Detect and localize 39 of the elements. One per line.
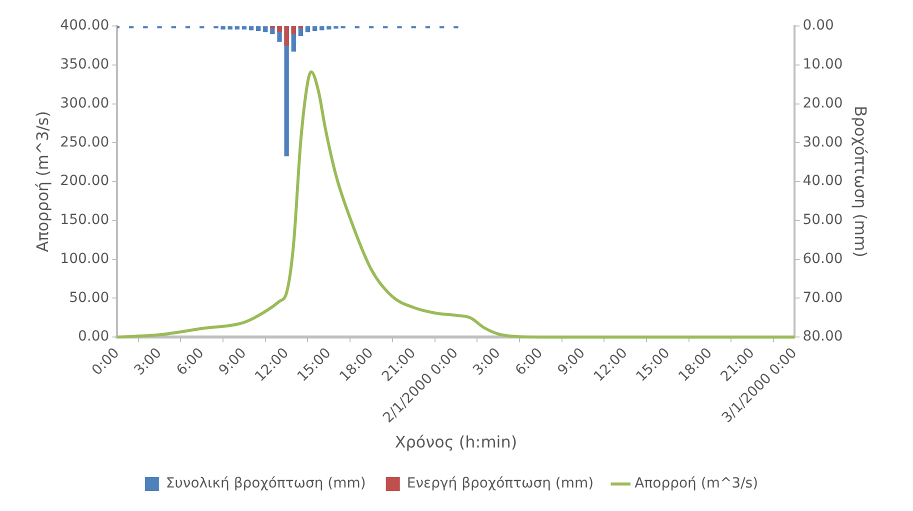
y-axis-title: Απορροή (m^3/s) bbox=[32, 111, 52, 252]
y2-tick-label: 80.00 bbox=[802, 328, 843, 345]
legend-label: Ενεργή βροχόπτωση (mm) bbox=[406, 476, 594, 492]
bar bbox=[248, 26, 254, 30]
bar bbox=[263, 26, 268, 32]
y-tick-label: 300.00 bbox=[60, 95, 110, 112]
y2-tick-label: 30.00 bbox=[802, 134, 843, 150]
y2-tick-label: 60.00 bbox=[802, 250, 843, 267]
bar bbox=[312, 26, 318, 31]
y-tick-label: 100.00 bbox=[60, 250, 110, 267]
y2-tick-label: 70.00 bbox=[802, 290, 843, 306]
bar bbox=[334, 26, 338, 29]
y-tick-label: 150.00 bbox=[60, 212, 110, 228]
bar bbox=[228, 26, 232, 30]
y2-tick-label: 40.00 bbox=[802, 173, 843, 190]
y-tick-label: 50.00 bbox=[69, 290, 110, 306]
legend-label: Συνολική βροχόπτωση (mm) bbox=[166, 476, 366, 492]
y-tick-label: 350.00 bbox=[60, 56, 110, 73]
bar bbox=[220, 26, 226, 30]
y2-tick-label: 50.00 bbox=[802, 212, 843, 228]
bar bbox=[277, 26, 282, 32]
y2-tick-label: 10.00 bbox=[802, 56, 843, 73]
bar bbox=[242, 26, 247, 30]
y2-tick-label: 20.00 bbox=[802, 95, 843, 112]
bar bbox=[291, 26, 296, 34]
legend-label: Απορροή (m^3/s) bbox=[634, 476, 758, 492]
y2-tick-label: 0.00 bbox=[802, 18, 834, 34]
bar bbox=[284, 26, 289, 46]
bar bbox=[305, 26, 310, 32]
y2-axis-title: Βροχόπτωση (mm) bbox=[851, 106, 870, 258]
bar bbox=[326, 26, 332, 30]
x-axis-title: Χρόνος (h:min) bbox=[394, 432, 518, 452]
bar bbox=[256, 26, 261, 31]
bar bbox=[234, 26, 240, 30]
bar bbox=[320, 26, 324, 30]
y-tick-label: 400.00 bbox=[60, 18, 110, 34]
y-tick-label: 0.00 bbox=[78, 328, 110, 345]
y-tick-label: 250.00 bbox=[60, 134, 110, 150]
y-tick-label: 200.00 bbox=[60, 173, 110, 190]
